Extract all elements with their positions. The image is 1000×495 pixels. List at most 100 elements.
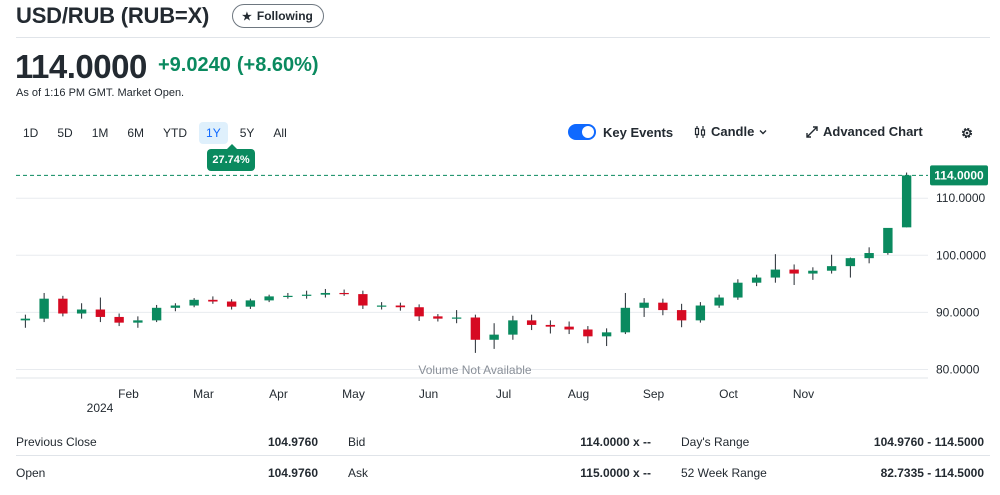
x-tick-label: Aug (568, 387, 589, 401)
x-tick-label: Apr (269, 387, 288, 401)
candle-body (58, 298, 68, 314)
candle (751, 274, 762, 287)
candle (676, 303, 687, 328)
candle-body (414, 307, 424, 317)
open-label: Open (16, 466, 46, 480)
candle (583, 326, 593, 344)
previous-close-value: 104.9760 (267, 435, 318, 449)
candle-body (526, 320, 537, 325)
candle-body (770, 269, 781, 278)
x-tick-label: Sep (643, 387, 665, 401)
y-axis: 80.0000 90.0000 100.0000 110.0000 (936, 191, 986, 376)
page-title: USD/RUB (RUB=X) (16, 3, 210, 28)
chart-type-dropdown[interactable]: Candle (693, 124, 768, 139)
range-all[interactable]: All (273, 126, 287, 140)
candle (470, 314, 481, 353)
candle-body (808, 270, 818, 274)
candle-body (508, 320, 518, 335)
x-tick-label: May (342, 387, 365, 401)
candle-body (901, 175, 912, 228)
candle (151, 304, 162, 323)
candle-body (489, 334, 499, 340)
candle-body (695, 305, 706, 321)
range-1m[interactable]: 1M (91, 126, 109, 140)
price-chart[interactable]: 80.0000 90.0000 100.0000 110.0000 Feb Mar Apr… (0, 160, 1000, 426)
price-change-pct: (+8.60%) (236, 54, 319, 76)
range-selector: 1D 5D 1M 6M YTD 1Y 5Y All (16, 122, 299, 144)
candle-body (20, 318, 31, 321)
candle (845, 257, 856, 278)
candle (545, 320, 556, 334)
candle (114, 313, 124, 327)
candle-body (226, 301, 237, 307)
current-price: 114.0000 (15, 48, 147, 85)
current-price-tag (930, 165, 988, 186)
candle (264, 294, 274, 303)
candle-body (395, 305, 406, 308)
candle-body (789, 269, 799, 274)
candle (770, 254, 781, 283)
current-price-marker: 114.0000 (16, 165, 988, 186)
y-tick-label: 110.0000 (936, 191, 985, 205)
candle (95, 297, 106, 323)
candle-body (133, 320, 143, 323)
candle (433, 314, 443, 322)
y-tick-label: 90.0000 (936, 305, 980, 319)
candle-body (883, 227, 893, 254)
x-tick-label: Oct (719, 387, 738, 401)
range-5y[interactable]: 5Y (239, 126, 255, 140)
candle (20, 314, 31, 328)
candle-body (845, 258, 856, 267)
candle (320, 288, 331, 298)
candle (39, 292, 49, 323)
candle (170, 303, 181, 312)
advanced-chart-button[interactable]: Advanced Chart (806, 124, 923, 139)
candle (620, 292, 631, 335)
range-6m[interactable]: 6M (127, 126, 145, 140)
candle (826, 254, 837, 274)
candle (864, 247, 874, 264)
candle-body (564, 326, 574, 330)
header-divider (16, 37, 990, 38)
x-tick-label: Feb (118, 387, 139, 401)
candle-body (620, 307, 631, 333)
chart-gridlines (16, 197, 928, 379)
candle-body (76, 309, 87, 314)
x-tick-label: Jun (419, 387, 438, 401)
range-1d[interactable]: 1D (23, 126, 39, 140)
candle-body (376, 305, 387, 307)
stats-row: Open 104.9760 Ask 115.0000 x -- 52 Week … (0, 457, 1000, 487)
following-button[interactable]: ★ Following (232, 4, 324, 28)
toggle-switch-icon (568, 124, 596, 140)
chart-settings-button[interactable] (960, 126, 974, 145)
candle-body (151, 307, 162, 321)
bid-label: Bid (348, 435, 366, 449)
candle-body (208, 299, 218, 302)
candle-body (114, 316, 124, 323)
candle-body (714, 297, 724, 306)
candle (376, 302, 387, 310)
days-range-value: 104.9760 - 114.5000 (873, 435, 984, 449)
candle-body (358, 294, 368, 306)
candle-body (676, 310, 687, 321)
candle (733, 279, 743, 300)
key-events-toggle[interactable]: Key Events (568, 124, 673, 140)
range-1y[interactable]: 1Y (199, 122, 228, 144)
candle-body (95, 309, 106, 317)
volume-note: Volume Not Available (418, 363, 532, 377)
candle-body (545, 324, 556, 327)
candle (901, 172, 912, 228)
candle (601, 328, 612, 347)
range-ytd[interactable]: YTD (163, 126, 188, 140)
x-axis: Feb Mar Apr May Jun Jul Aug Sep Oct Nov 2024 (87, 387, 815, 415)
range-5d[interactable]: 5D (57, 126, 73, 140)
open-value: 104.9760 (267, 466, 318, 480)
ask-value: 115.0000 x -- (580, 466, 651, 480)
candle (883, 227, 893, 255)
candle-body (283, 295, 293, 298)
candle-body (751, 277, 762, 283)
candle-body (339, 292, 349, 295)
x-year-label: 2024 (87, 401, 114, 415)
star-icon: ★ (242, 10, 252, 23)
52-week-range-label: 52 Week Range (681, 466, 767, 480)
